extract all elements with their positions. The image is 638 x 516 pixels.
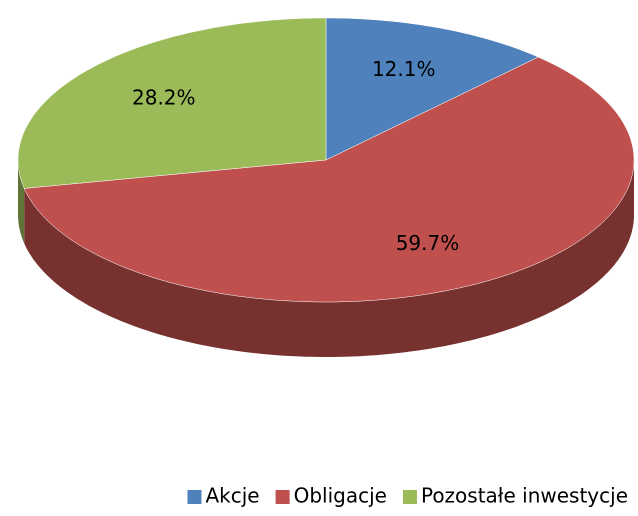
pie-sides: [18, 160, 634, 357]
pie-slice: [325, 17, 539, 161]
pie-side: [24, 160, 634, 357]
data-label: 12.1%: [372, 57, 436, 81]
data-label: 59.7%: [396, 231, 460, 255]
data-labels: 12.1% 59.7% 28.2%: [132, 57, 459, 255]
legend-swatch: [275, 490, 290, 504]
data-label: 28.2%: [132, 85, 196, 109]
legend-swatch: [187, 490, 202, 504]
legend-label: Akcje: [205, 484, 259, 508]
pie-slice: [17, 17, 327, 189]
pie-slice: [23, 56, 635, 303]
legend-swatch: [402, 490, 417, 504]
pie-side: [18, 160, 25, 244]
legend-label: Obligacje: [294, 484, 387, 508]
legend-label: Pozostałe inwestycje: [421, 484, 628, 508]
legend: Akcje Obligacje Pozostałe inwestycje: [187, 484, 628, 508]
pie-tops: [17, 17, 635, 303]
